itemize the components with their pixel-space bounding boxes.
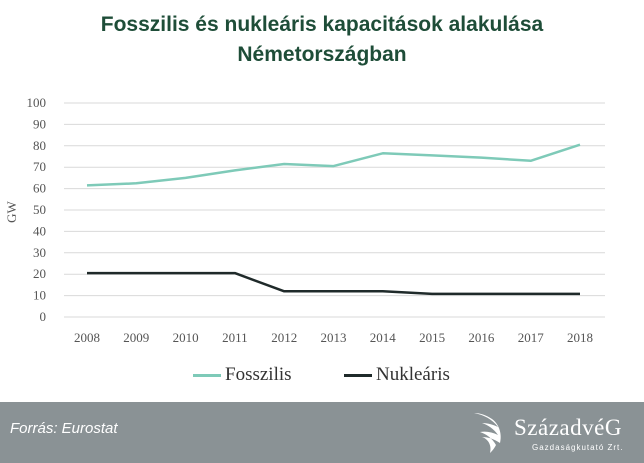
y-tick-label: 70 bbox=[33, 159, 46, 174]
legend-label-nuklearis: Nukleáris bbox=[376, 364, 450, 385]
logo-subtitle: Gazdaságkutató Zrt. bbox=[532, 443, 624, 452]
x-tick-label: 2017 bbox=[518, 330, 545, 345]
x-tick-label: 2008 bbox=[74, 330, 100, 345]
x-tick-label: 2012 bbox=[271, 330, 297, 345]
footer-bar: Forrás: Eurostat SzázadvéG Gazdaságkutat… bbox=[0, 402, 644, 463]
series-lines bbox=[86, 143, 581, 296]
y-tick-label: 80 bbox=[33, 138, 46, 153]
y-tick-label: 100 bbox=[27, 95, 47, 110]
x-tick-label: 2011 bbox=[222, 330, 248, 345]
y-tick-label: 20 bbox=[33, 266, 46, 281]
x-tick-label: 2009 bbox=[123, 330, 149, 345]
legend-item-fosszilis: Fosszilis bbox=[193, 364, 292, 386]
y-tick-label: 30 bbox=[33, 245, 46, 260]
chart-title-line-2: Németországban bbox=[237, 43, 407, 66]
y-tick-labels: 0 10 20 30 40 50 60 70 80 90 100 bbox=[27, 95, 47, 324]
y-tick-label: 90 bbox=[33, 116, 46, 131]
x-tick-label: 2016 bbox=[468, 330, 495, 345]
y-axis-label: GW bbox=[4, 200, 19, 222]
wing-logo-icon bbox=[474, 413, 501, 453]
series-line-fosszilis bbox=[86, 143, 581, 187]
series-line-nuklearis bbox=[87, 271, 580, 296]
x-tick-labels: 2008 2009 2010 2011 2012 2013 2014 2015 2016 2017… bbox=[74, 330, 593, 345]
chart-title-line-1: Fosszilis és nukleáris kapacitások alaku… bbox=[100, 13, 544, 36]
legend: Fosszilis Nukleáris bbox=[0, 364, 644, 388]
x-tick-label: 2013 bbox=[321, 330, 347, 345]
company-logo: SzázadvéG Gazdaságkutató Zrt. bbox=[470, 407, 640, 457]
y-tick-label: 40 bbox=[33, 223, 46, 238]
legend-item-nuklearis: Nukleáris bbox=[344, 364, 450, 386]
y-tick-label: 60 bbox=[33, 181, 46, 196]
logo-name: SzázadvéG bbox=[514, 415, 622, 440]
grid-lines bbox=[64, 102, 605, 318]
y-tick-label: 0 bbox=[40, 309, 47, 324]
x-tick-label: 2010 bbox=[173, 330, 199, 345]
x-tick-label: 2015 bbox=[419, 330, 445, 345]
legend-swatch-fosszilis bbox=[193, 373, 221, 377]
y-tick-label: 10 bbox=[33, 288, 46, 303]
y-tick-label: 50 bbox=[33, 202, 46, 217]
x-tick-label: 2018 bbox=[567, 330, 593, 345]
legend-label-fosszilis: Fosszilis bbox=[225, 364, 292, 385]
x-tick-label: 2014 bbox=[370, 330, 397, 345]
chart-title: Fosszilis és nukleáris kapacitások alaku… bbox=[0, 10, 644, 70]
legend-swatch-nuklearis bbox=[344, 373, 372, 377]
source-note: Forrás: Eurostat bbox=[10, 420, 118, 437]
